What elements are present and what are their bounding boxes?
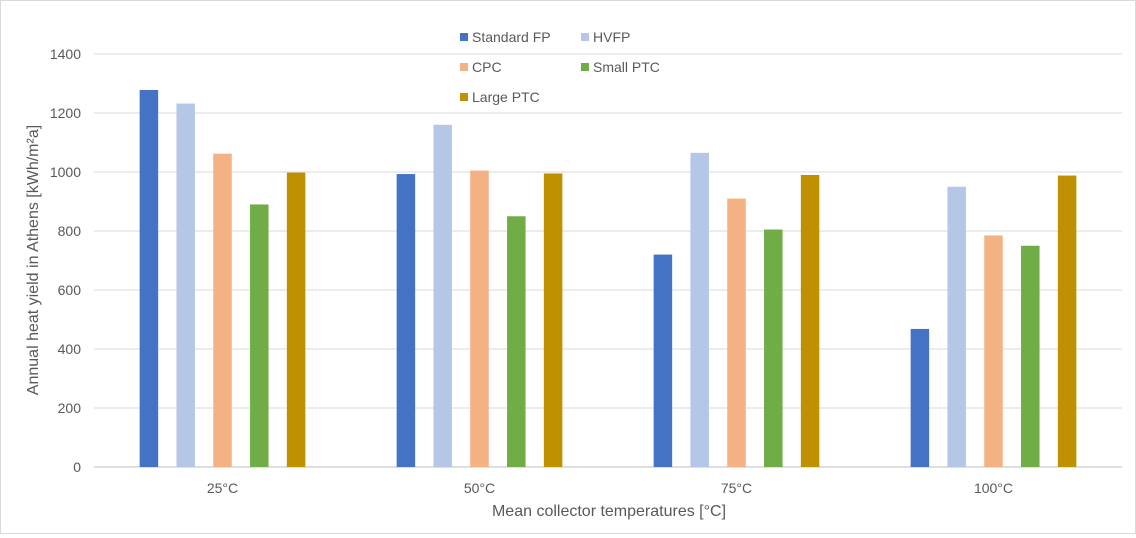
bar-large-ptc-3	[1057, 175, 1077, 468]
bar-large-ptc-2	[800, 174, 820, 467]
legend-item: HVFP	[581, 29, 630, 45]
bar-large-ptc-0	[286, 172, 306, 467]
legend: Standard FP HVFP CPC Small PTC Large PTC	[460, 29, 660, 105]
y-axis-title: Annual heat yield in Athens [kWh/m²a]	[25, 125, 42, 395]
bar-cpc-1	[470, 170, 489, 467]
y-tick-label: 1200	[50, 105, 81, 121]
x-tick-label: 75°C	[721, 480, 752, 496]
y-tick-label: 600	[58, 282, 82, 298]
x-tick-label: 100°C	[974, 480, 1013, 496]
x-axis-ticks: 25°C 50°C 75°C 100°C	[207, 480, 1013, 496]
bar-cpc-0	[213, 153, 232, 467]
legend-label: CPC	[472, 59, 502, 75]
bar-standard-fp-3	[910, 328, 930, 467]
legend-swatch	[581, 63, 589, 71]
legend-label: Standard FP	[472, 29, 551, 45]
legend-swatch	[460, 33, 468, 41]
bar-standard-fp-0	[139, 89, 159, 468]
bar-standard-fp-1	[396, 174, 416, 467]
y-tick-label: 400	[58, 341, 82, 357]
y-tick-label: 800	[58, 223, 82, 239]
bar-hvfp-1	[433, 124, 452, 468]
gridlines	[94, 53, 1122, 468]
legend-label: Large PTC	[472, 89, 540, 105]
bar-cpc-2	[727, 198, 746, 468]
bar-cpc-3	[984, 235, 1003, 467]
bar-hvfp-2	[690, 152, 709, 467]
bars	[139, 89, 1077, 468]
legend-label: Small PTC	[593, 59, 660, 75]
legend-item: Small PTC	[581, 59, 660, 75]
legend-item: CPC	[460, 59, 502, 75]
y-axis-ticks: 0 200 400 600 800 1000 1200 1400	[50, 46, 81, 475]
y-tick-label: 1400	[50, 46, 81, 62]
y-tick-label: 200	[58, 400, 82, 416]
legend-item: Standard FP	[460, 29, 551, 45]
y-tick-label: 1000	[50, 164, 81, 180]
legend-swatch	[460, 63, 468, 71]
bar-small-ptc-3	[1021, 245, 1040, 467]
legend-item: Large PTC	[460, 89, 540, 105]
bar-hvfp-3	[947, 186, 966, 467]
bar-large-ptc-1	[543, 173, 563, 467]
y-tick-label: 0	[73, 459, 81, 475]
bar-small-ptc-1	[507, 216, 526, 467]
bar-standard-fp-2	[653, 254, 673, 467]
x-tick-label: 25°C	[207, 480, 238, 496]
legend-swatch	[581, 33, 589, 41]
x-tick-label: 50°C	[464, 480, 495, 496]
bar-small-ptc-0	[250, 204, 269, 467]
bar-small-ptc-2	[764, 229, 783, 467]
legend-label: HVFP	[593, 29, 630, 45]
bar-hvfp-0	[176, 103, 195, 467]
x-axis-title: Mean collector temperatures [°C]	[492, 503, 726, 520]
legend-swatch	[460, 93, 468, 101]
